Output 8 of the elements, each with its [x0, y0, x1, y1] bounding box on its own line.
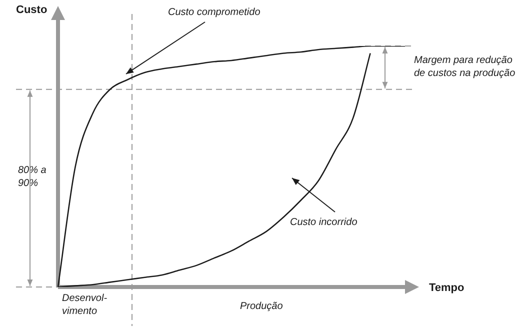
text: Margem para redução de custos na produção: [414, 54, 516, 79]
y-axis-title: Custo: [16, 4, 48, 16]
x-axis-title: Tempo: [429, 282, 465, 294]
text: Custo comprometido: [168, 6, 261, 18]
text: Desenvol- vimento: [62, 292, 108, 317]
text: Produção: [240, 300, 284, 312]
annotation: Custo incorrido: [290, 216, 358, 228]
text: 80% a 90%: [18, 164, 47, 189]
